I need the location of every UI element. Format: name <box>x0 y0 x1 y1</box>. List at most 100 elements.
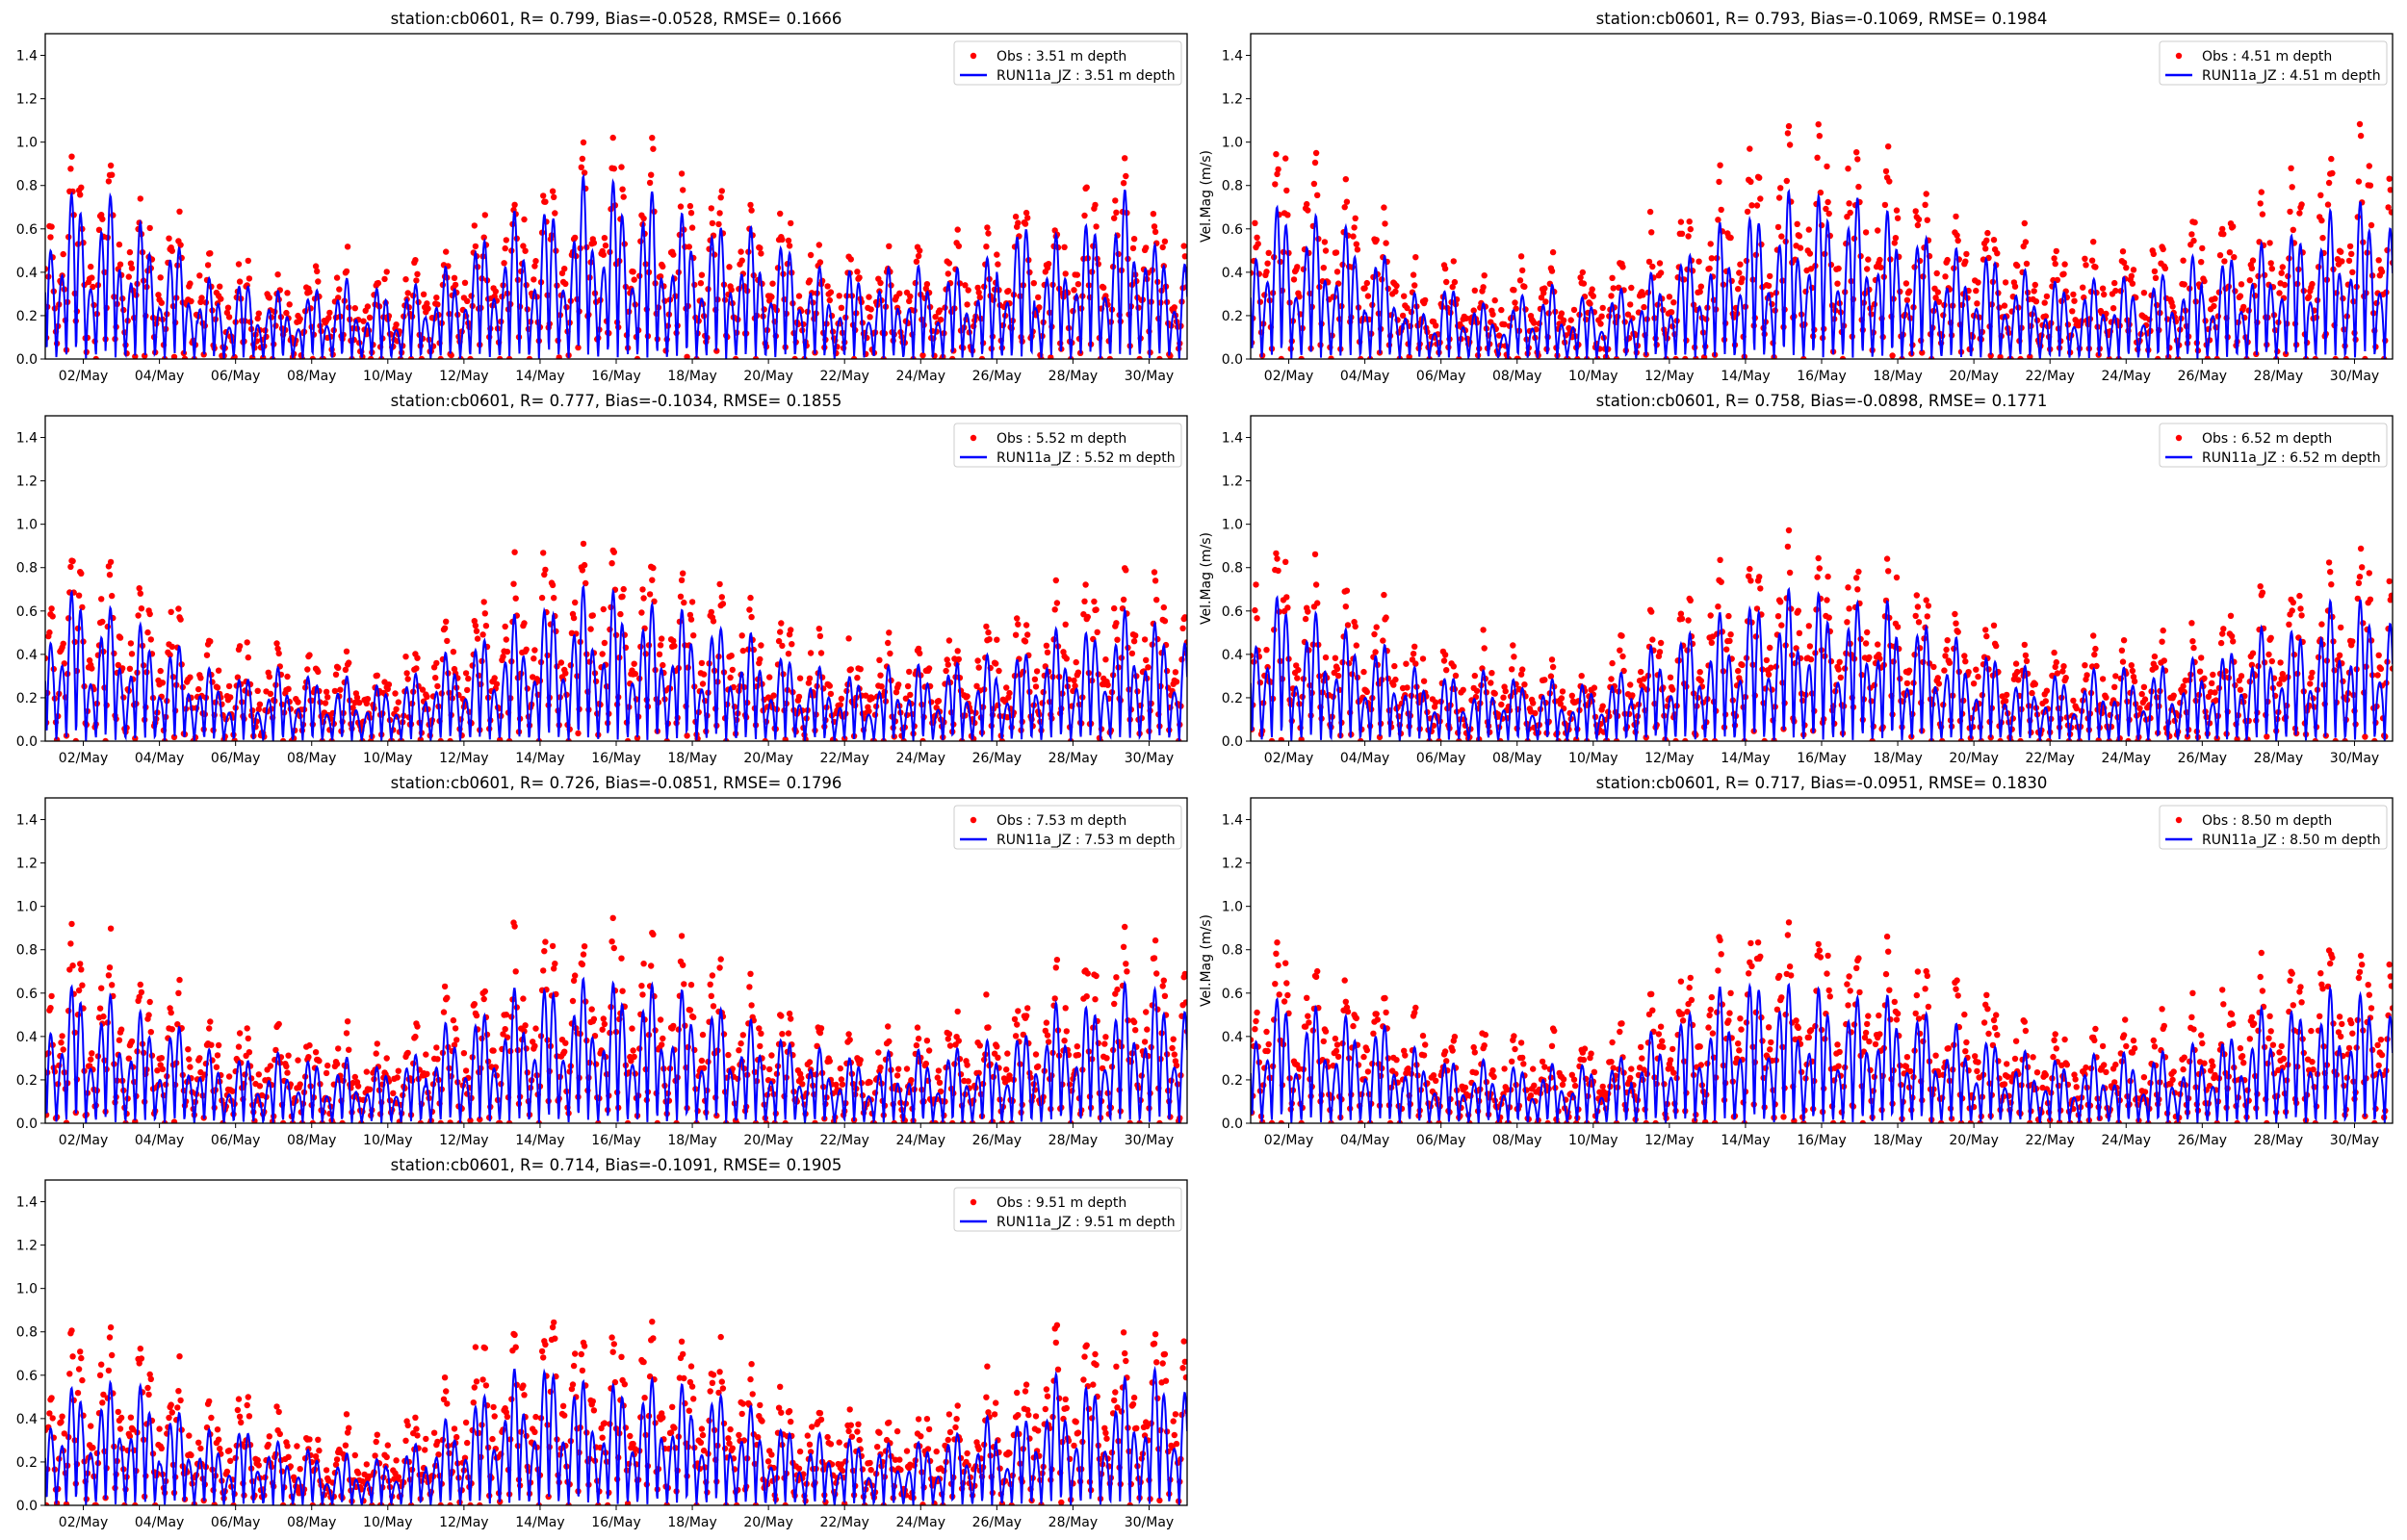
obs-point <box>2355 579 2363 586</box>
obs-point <box>1853 149 1860 156</box>
obs-point <box>1725 612 1732 620</box>
obs-point <box>2140 290 2148 296</box>
obs-point <box>2362 733 2368 740</box>
obs-point <box>795 693 803 701</box>
obs-point <box>766 674 773 680</box>
obs-point <box>1984 229 1991 237</box>
x-tick-label: 20/May <box>743 751 792 766</box>
legend-box <box>2159 423 2388 468</box>
legend-obs-label: Obs : 6.52 m depth <box>2202 431 2332 447</box>
obs-point <box>2312 355 2318 359</box>
x-tick-label: 12/May <box>1644 369 1694 384</box>
x-tick-label: 28/May <box>1048 751 1098 766</box>
obs-point <box>1560 317 1567 323</box>
obs-point <box>116 634 124 641</box>
obs-point <box>1376 733 1384 741</box>
obs-point <box>1452 672 1460 680</box>
obs-point <box>473 628 480 634</box>
obs-point <box>309 1119 316 1123</box>
obs-point <box>1284 604 1291 611</box>
obs-point <box>214 684 221 691</box>
obs-point <box>561 266 568 272</box>
obs-point <box>697 280 705 287</box>
obs-point <box>1599 703 1606 709</box>
x-tick-label: 22/May <box>819 751 868 766</box>
obs-point <box>1173 679 1180 685</box>
obs-point <box>1866 654 1873 661</box>
obs-point <box>181 355 189 359</box>
obs-point <box>360 318 367 324</box>
obs-point <box>363 1068 370 1075</box>
obs-point <box>1284 212 1291 218</box>
obs-point <box>1404 304 1411 312</box>
obs-point <box>1044 649 1051 655</box>
obs-point <box>1973 666 1980 673</box>
obs-point <box>542 566 549 574</box>
obs-point <box>1678 230 1686 237</box>
obs-point <box>2051 255 2058 262</box>
obs-point <box>1342 603 1350 610</box>
obs-point <box>2161 657 2167 664</box>
obs-point <box>1933 270 1940 277</box>
obs-point <box>1619 653 1626 660</box>
obs-point <box>906 668 913 676</box>
obs-point <box>1935 680 1943 687</box>
obs-point <box>1411 282 1418 289</box>
obs-point <box>105 178 113 185</box>
obs-point <box>1796 233 1803 240</box>
obs-point <box>283 1063 290 1070</box>
obs-point <box>656 651 663 657</box>
obs-point <box>975 664 982 671</box>
obs-point <box>1321 239 1329 245</box>
obs-point <box>1071 677 1077 684</box>
subplot-3: 0.00.20.40.60.81.01.21.402/May 04/May 06/M… <box>16 392 1188 766</box>
obs-point <box>2069 308 2076 315</box>
obs-point <box>462 1067 470 1074</box>
obs-point <box>2288 165 2294 171</box>
obs-point <box>78 966 85 973</box>
obs-point <box>777 629 784 635</box>
obs-point <box>2031 288 2037 295</box>
obs-point <box>686 244 692 250</box>
obs-point <box>1891 240 1899 246</box>
obs-point <box>1081 598 1088 604</box>
obs-point <box>1824 597 1830 603</box>
obs-point <box>1094 629 1100 635</box>
obs-point <box>306 1041 313 1049</box>
obs-point <box>1296 294 1303 300</box>
obs-point <box>1032 683 1040 690</box>
obs-point <box>552 210 558 217</box>
obs-point <box>985 629 992 636</box>
x-tick-label: 30/May <box>1125 751 1174 766</box>
x-tick-label: 06/May <box>211 751 260 766</box>
obs-point <box>1358 737 1364 741</box>
obs-point <box>1723 646 1730 653</box>
obs-point <box>1298 736 1305 741</box>
obs-point <box>1333 249 1340 256</box>
obs-point <box>2092 264 2099 270</box>
obs-point <box>521 620 528 627</box>
obs-point <box>2312 737 2318 741</box>
obs-point <box>175 605 182 612</box>
obs-point <box>45 266 49 272</box>
obs-point <box>1022 220 1029 227</box>
obs-point <box>540 192 547 199</box>
obs-point <box>1145 664 1152 671</box>
obs-point <box>285 1052 292 1059</box>
obs-point <box>414 270 421 277</box>
obs-point <box>907 293 914 300</box>
obs-point <box>2248 661 2256 668</box>
obs-point <box>1924 217 1931 223</box>
obs-point <box>1511 654 1517 660</box>
obs-point <box>2131 678 2138 685</box>
obs-point <box>984 224 991 231</box>
obs-point <box>1480 627 1487 633</box>
obs-point <box>2112 673 2119 680</box>
obs-point <box>497 736 504 741</box>
obs-point <box>2099 285 2107 292</box>
obs-point <box>2219 630 2226 637</box>
obs-point <box>1548 268 1556 274</box>
obs-point <box>1941 667 1948 674</box>
obs-point <box>1737 261 1744 268</box>
obs-point <box>1383 614 1389 621</box>
